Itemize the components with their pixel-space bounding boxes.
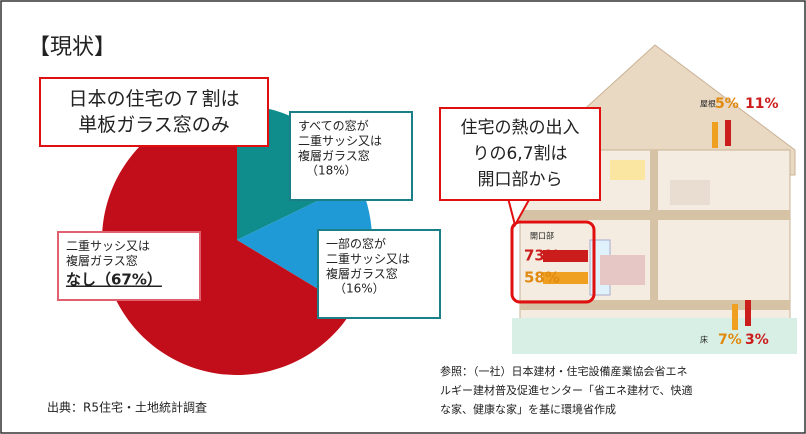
label-box bbox=[317, 229, 441, 319]
floor-value: 7% bbox=[718, 332, 742, 348]
slice-value-label: （18%） bbox=[306, 164, 357, 178]
opening-label: 開口部 bbox=[530, 231, 554, 241]
arrow bbox=[732, 304, 738, 330]
roof-label: 屋根 bbox=[700, 99, 716, 109]
roof-value: 11% bbox=[745, 96, 779, 112]
floor-label: 床 bbox=[700, 335, 708, 345]
slice-label: すべての窓が二重サッシ又は複層ガラス窓 bbox=[298, 118, 382, 163]
label-box bbox=[57, 231, 201, 301]
sofa bbox=[600, 255, 645, 285]
floor-slab bbox=[520, 300, 790, 310]
arrow bbox=[543, 250, 588, 262]
callout-text: 住宅の熱の出入りの6,7割は開口部から bbox=[461, 118, 580, 190]
roof-value: 5% bbox=[715, 96, 739, 112]
slide-title: 【現状】 bbox=[28, 35, 116, 60]
arrow bbox=[712, 122, 718, 148]
arrow bbox=[745, 300, 751, 326]
picture bbox=[610, 160, 645, 180]
slice-value-label: （16%） bbox=[334, 282, 385, 296]
floor-value: 3% bbox=[745, 332, 769, 348]
callout-box bbox=[439, 107, 601, 201]
arrow bbox=[725, 120, 731, 146]
slice-label: 二重サッシ又は複層ガラス窓 bbox=[66, 239, 150, 268]
label-box bbox=[289, 111, 413, 201]
bed bbox=[670, 180, 710, 205]
callout-text: 日本の住宅の７割は単板ガラス窓のみ bbox=[68, 88, 239, 136]
slice-value-label: なし（67%） bbox=[66, 271, 162, 289]
opening-value: 58% bbox=[524, 269, 560, 287]
opening-value: 73% bbox=[524, 247, 560, 265]
source: 出典：R5住宅・土地統計調査 bbox=[47, 400, 207, 415]
pie-slice bbox=[102, 105, 353, 376]
reference-note: 参照：（一社）日本建材・住宅設備産業協会省エネルギー建材普及促進センター「省エネ… bbox=[440, 364, 693, 416]
wall bbox=[650, 150, 658, 300]
slice-label: 一部の窓が二重サッシ又は複層ガラス窓 bbox=[326, 236, 410, 281]
highlight-box bbox=[510, 220, 596, 304]
callout-box bbox=[39, 77, 269, 147]
arrow bbox=[543, 272, 588, 284]
